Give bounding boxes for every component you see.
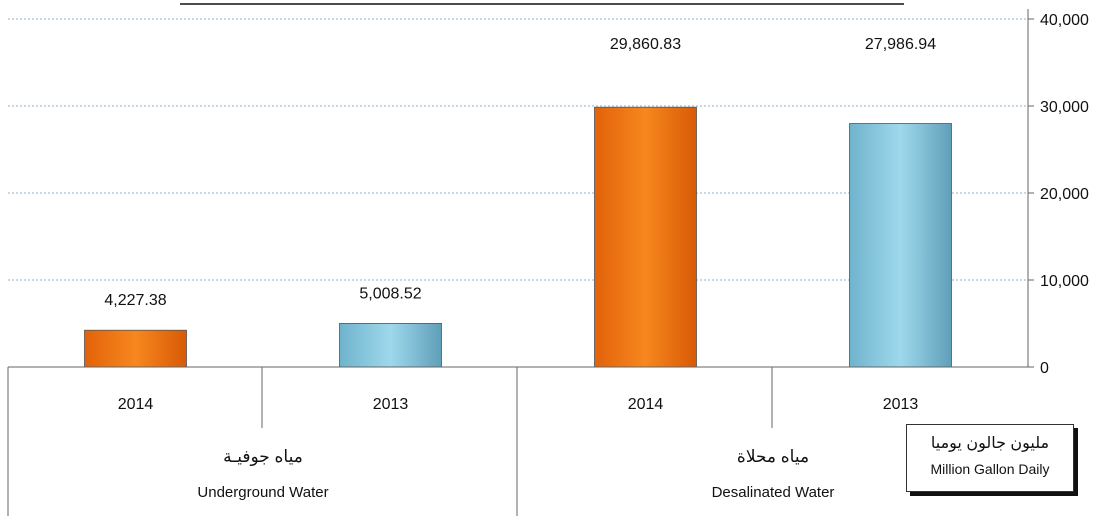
data-label: 27,986.94 <box>865 36 936 53</box>
y-tick-label: 0 <box>1040 360 1049 377</box>
group-label-arabic: مياه محلاة <box>737 447 809 466</box>
data-label: 5,008.52 <box>359 285 421 302</box>
data-label: 29,860.83 <box>610 36 681 53</box>
labels: 0 10,000 20,000 30,000 40,000 4,227.38 2014 5,0… <box>104 12 1089 501</box>
x-tick-label: 2013 <box>373 396 409 413</box>
bar <box>594 106 697 368</box>
axes <box>7 9 1034 516</box>
bar <box>849 123 952 368</box>
unit-label-arabic: مليون جالون يوميا <box>930 435 1050 452</box>
group-label-english: Underground Water <box>197 484 328 501</box>
y-tick-label: 40,000 <box>1040 12 1089 29</box>
x-tick-label: 2014 <box>628 396 664 413</box>
x-tick-label: 2014 <box>118 396 154 413</box>
x-tick-label: 2013 <box>883 396 919 413</box>
bar <box>84 329 187 368</box>
y-tick-label: 10,000 <box>1040 273 1089 290</box>
bar <box>339 323 442 368</box>
y-tick-label: 30,000 <box>1040 99 1089 116</box>
unit-label-english: Million Gallon Daily <box>930 461 1050 477</box>
data-label: 4,227.38 <box>104 292 166 309</box>
unit-label-box: مليون جالون يوميا Million Gallon Daily <box>906 424 1074 492</box>
group-label-arabic: مياه جوفيـة <box>223 447 303 466</box>
group-label-english: Desalinated Water <box>712 484 835 501</box>
y-tick-label: 20,000 <box>1040 186 1089 203</box>
bars <box>84 106 952 368</box>
